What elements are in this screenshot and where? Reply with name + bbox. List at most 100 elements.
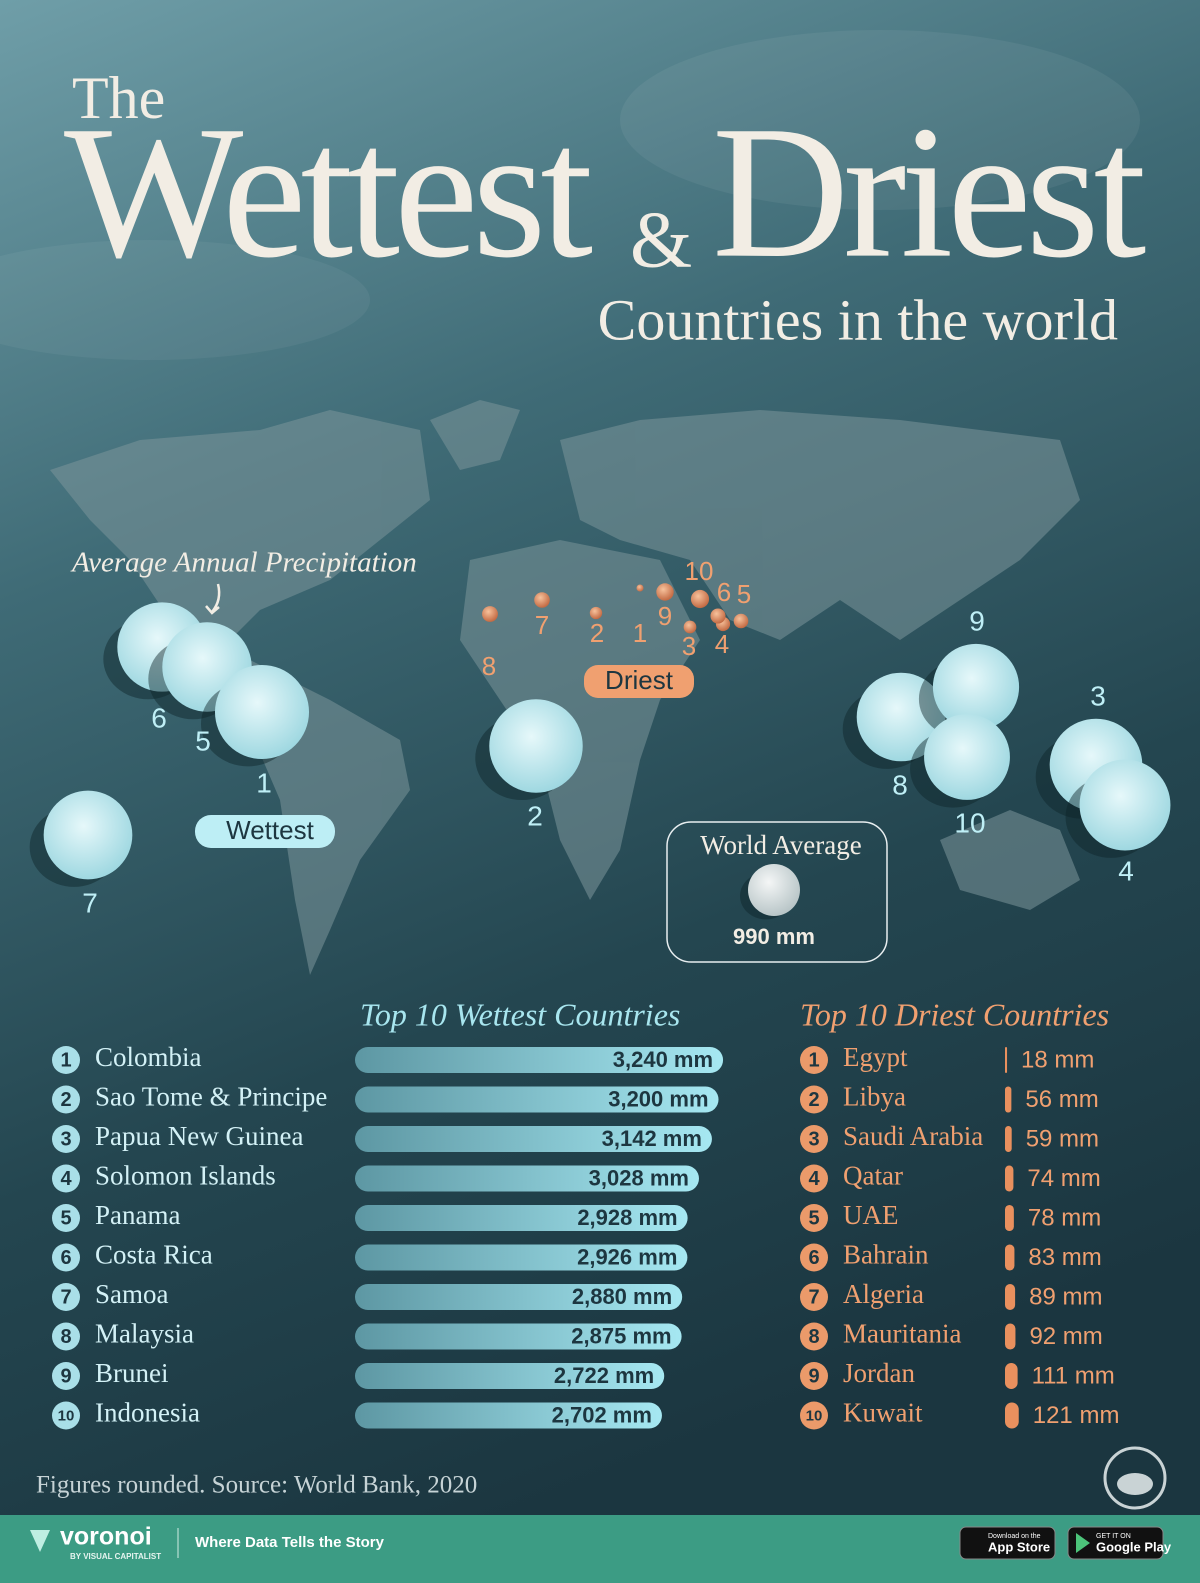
- rank-badge: [800, 1204, 828, 1232]
- value-label: 2,880 mm: [572, 1284, 672, 1309]
- bar: [1005, 1323, 1016, 1350]
- dry-bubble: [733, 613, 749, 629]
- subtitle: Countries in the world: [598, 287, 1118, 352]
- value-label: 92 mm: [1029, 1323, 1102, 1350]
- wet-rank-label: 5: [195, 725, 211, 756]
- dry-bubble: [656, 583, 674, 601]
- wet-bubble: [214, 664, 310, 760]
- wet-rank-label: 3: [1090, 680, 1106, 711]
- country-name: Egypt: [843, 1042, 908, 1072]
- rank-number: 1: [808, 1049, 819, 1071]
- legend-label: Average Annual Precipitation: [70, 547, 417, 579]
- country-name: Bahrain: [843, 1240, 929, 1270]
- value-label: 111 mm: [1032, 1362, 1115, 1389]
- bar: [355, 1284, 683, 1310]
- bar: [1005, 1126, 1012, 1152]
- rank-number: 6: [808, 1247, 819, 1269]
- google-play-badge[interactable]: [1067, 1526, 1164, 1560]
- driest-tag-bg: [584, 665, 694, 698]
- world-average-box: [666, 821, 888, 963]
- dry-rank-label: 6: [717, 577, 731, 607]
- wet-rank-label: 8: [892, 769, 908, 800]
- bar: [1005, 1363, 1018, 1389]
- rank-badge: [800, 1164, 828, 1193]
- brand: voronoi: [60, 1523, 152, 1551]
- value-label: 2,928 mm: [577, 1205, 677, 1230]
- country-name: Saudi Arabia: [843, 1121, 983, 1151]
- country-name: Brunei: [95, 1358, 169, 1388]
- rank-number: 4: [60, 1168, 72, 1190]
- bar: [355, 1086, 719, 1113]
- country-name: Costa Rica: [95, 1240, 213, 1270]
- dry-rank-label: 9: [658, 601, 672, 631]
- rank-number: 5: [60, 1207, 71, 1229]
- rank-number: 5: [808, 1207, 819, 1229]
- rank-number: 10: [58, 1407, 75, 1424]
- bar: [355, 1126, 712, 1152]
- country-name: Colombia: [95, 1042, 202, 1072]
- value-label: 2,722 mm: [554, 1363, 654, 1388]
- bar: [1005, 1244, 1015, 1271]
- rank-badge: [800, 1401, 828, 1430]
- rank-badge: [52, 1362, 80, 1390]
- dry-bubble: [710, 608, 726, 624]
- bar: [355, 1047, 724, 1073]
- rank-number: 3: [60, 1128, 71, 1150]
- rank-badge: [52, 1322, 80, 1351]
- wet-bubble: [489, 699, 583, 793]
- app-store-badge[interactable]: [959, 1526, 1056, 1560]
- dry-rank-label: 1: [633, 618, 647, 648]
- dry-rank-label: 3: [682, 631, 696, 661]
- legend-arrow: [205, 583, 221, 615]
- bar: [355, 1205, 688, 1231]
- wet-rank-label: 10: [954, 807, 985, 838]
- rank-badge: [52, 1085, 80, 1114]
- dry-rank-label: 8: [482, 651, 496, 681]
- title-right: Driest: [712, 88, 1146, 298]
- lists: Top 10 Wettest Countries 1 Colombia 3,240 m…: [52, 996, 1119, 1430]
- dry-bubble: [636, 584, 644, 592]
- bar: [1005, 1402, 1019, 1429]
- country-name: Qatar: [843, 1161, 903, 1191]
- google-icon: [1076, 1533, 1090, 1553]
- wet-rank-label: 1: [256, 767, 272, 798]
- wet-bubble: [856, 672, 946, 762]
- value-label: 2,875 mm: [571, 1323, 671, 1348]
- rank-badge: [800, 1322, 828, 1351]
- bar: [1005, 1284, 1016, 1310]
- rank-number: 2: [60, 1089, 71, 1111]
- app-store: App Store: [988, 1539, 1050, 1554]
- dry-rank-label: 5: [737, 579, 751, 609]
- value-label: 83 mm: [1028, 1244, 1101, 1271]
- rank-number: 2: [808, 1089, 819, 1111]
- rank-number: 1: [60, 1049, 71, 1071]
- cloud: [0, 240, 370, 360]
- value-label: 2,702 mm: [552, 1402, 652, 1427]
- world-average-value: 990 mm: [733, 924, 815, 949]
- app-store-small: Download on the: [988, 1533, 1041, 1540]
- wet-bubble: [1079, 759, 1171, 851]
- rank-number: 8: [60, 1326, 71, 1348]
- country-name: Libya: [843, 1082, 906, 1112]
- value-label: 78 mm: [1028, 1204, 1101, 1231]
- wet-rank-label: 2: [527, 800, 543, 831]
- wet-rank-label: 4: [1118, 855, 1134, 886]
- dry-rank-label: 4: [715, 629, 729, 659]
- bar: [1005, 1047, 1008, 1073]
- dry-rank-label: 2: [590, 618, 604, 648]
- wet-rank-label: 7: [82, 887, 98, 918]
- country-name: Kuwait: [843, 1398, 923, 1428]
- rank-number: 10: [806, 1407, 823, 1424]
- wet-bubble: [932, 643, 1020, 731]
- rank-badge: [52, 1164, 80, 1193]
- source: Figures rounded. Source: World Bank, 202…: [36, 1472, 477, 1499]
- value-label: 74 mm: [1027, 1165, 1100, 1192]
- wet-rank-label: 6: [151, 702, 167, 733]
- wettest-tag-bg: [195, 815, 335, 848]
- value-label: 3,200 mm: [608, 1086, 708, 1111]
- rank-badge: [52, 1283, 80, 1311]
- cloud: [620, 30, 1140, 210]
- country-name: Sao Tome & Principe: [95, 1082, 327, 1112]
- wet-rank-label: 9: [969, 605, 985, 636]
